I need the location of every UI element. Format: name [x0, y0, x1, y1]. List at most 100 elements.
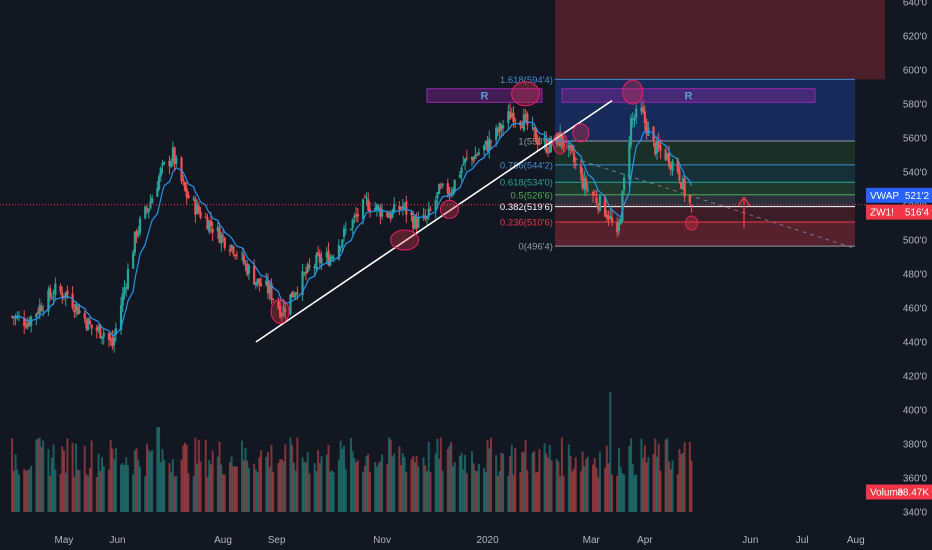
candle-body [496, 128, 500, 133]
volume-bar [168, 463, 171, 512]
candle-body [368, 208, 372, 212]
volume-bar [521, 451, 524, 512]
volume-bar [308, 473, 311, 512]
candle-body [562, 142, 565, 148]
volume-bar [121, 463, 124, 512]
volume-bar [621, 473, 624, 512]
candle-body [536, 140, 539, 145]
volume-bar [317, 450, 320, 512]
volume-bar [548, 445, 551, 512]
candle-body [220, 234, 223, 244]
candle-body [240, 253, 244, 255]
candle-body [71, 293, 74, 309]
volume-bar [294, 470, 297, 512]
volume-bar [97, 453, 100, 512]
candle-body [533, 127, 536, 130]
background-zones [554, 0, 885, 142]
volume-bar [64, 472, 67, 512]
candle-body [182, 179, 185, 182]
candle-body [114, 328, 117, 335]
price-tick-label: 360'0 [903, 474, 928, 485]
volume-bar [14, 454, 17, 512]
vwap-tag-label: VWAP [870, 191, 899, 202]
volume-bar [547, 457, 550, 512]
candle-body [325, 252, 328, 258]
candle-body [327, 250, 330, 266]
volume-bar [170, 472, 173, 512]
candle-body [109, 339, 112, 341]
volume-bar [377, 463, 380, 512]
candle-body [175, 157, 178, 164]
volume-bar [235, 466, 238, 512]
volume-tag-label: Volume [870, 488, 904, 499]
volume-bar [429, 472, 432, 512]
candle-body [659, 145, 662, 151]
candle-body [137, 231, 140, 235]
volume-bar [567, 444, 570, 512]
candle-body [313, 266, 316, 269]
volume-bar [332, 472, 335, 512]
volume-bar [35, 439, 38, 512]
volume-bar [37, 438, 40, 512]
candle-body [90, 324, 93, 329]
candle-body [183, 182, 187, 191]
fib-band [554, 164, 855, 183]
volume-bar [654, 438, 657, 512]
candle-body [500, 125, 503, 130]
candle-body [216, 226, 219, 232]
candle-body [256, 278, 259, 283]
candle-body [512, 112, 515, 123]
candle-body [451, 189, 455, 195]
candle-body [258, 278, 261, 285]
volume-bar [279, 459, 282, 512]
highlight-circle [511, 81, 541, 107]
price-tick-label: 620'0 [903, 32, 928, 43]
candle-body [477, 152, 480, 155]
volume-bar [534, 472, 537, 512]
volume-bar [462, 469, 465, 512]
volume-bar [500, 452, 503, 512]
volume-bar [220, 464, 223, 512]
volume-bar [470, 451, 473, 512]
volume-bar [66, 438, 69, 512]
volume-bar [85, 474, 88, 512]
candle-body [49, 288, 52, 298]
candle-body [235, 254, 238, 256]
volume-bar [434, 453, 437, 512]
candle-body [268, 284, 271, 294]
candle-body [604, 197, 607, 217]
candle-body [180, 157, 183, 181]
candle-body [171, 147, 174, 161]
candle-body [317, 252, 320, 255]
volume-bar [365, 456, 368, 512]
volume-bar [545, 453, 548, 512]
candle-body [476, 154, 479, 156]
volume-bar [59, 474, 62, 512]
volume-bar [367, 453, 370, 512]
volume-bar [272, 471, 275, 512]
candle-body [100, 336, 104, 340]
volume-bar [132, 474, 135, 512]
volume-bar [144, 476, 147, 512]
candle-body [253, 265, 256, 285]
volume-bar [647, 457, 650, 512]
volume-bar [668, 461, 671, 512]
candle-body [24, 326, 28, 328]
highlight-circle [552, 131, 568, 155]
last-price-tag-value: 516'4 [905, 208, 930, 219]
volume-bar [391, 456, 394, 512]
volume-bar [182, 445, 185, 512]
resistance-zone-label: R [481, 91, 489, 103]
candle-body [28, 320, 31, 326]
volume-bar [291, 444, 294, 512]
candle-body [482, 145, 486, 151]
volume-bar [519, 472, 522, 512]
volume-bar [381, 454, 384, 512]
candle-body [107, 333, 111, 340]
volume-bar [676, 474, 679, 512]
candle-body [623, 177, 626, 191]
price-tick-label: 440'0 [903, 338, 928, 349]
volume-bar [690, 460, 693, 512]
fib-level-label: 0.5(526'6) [510, 190, 552, 201]
volume-bar [664, 439, 667, 512]
